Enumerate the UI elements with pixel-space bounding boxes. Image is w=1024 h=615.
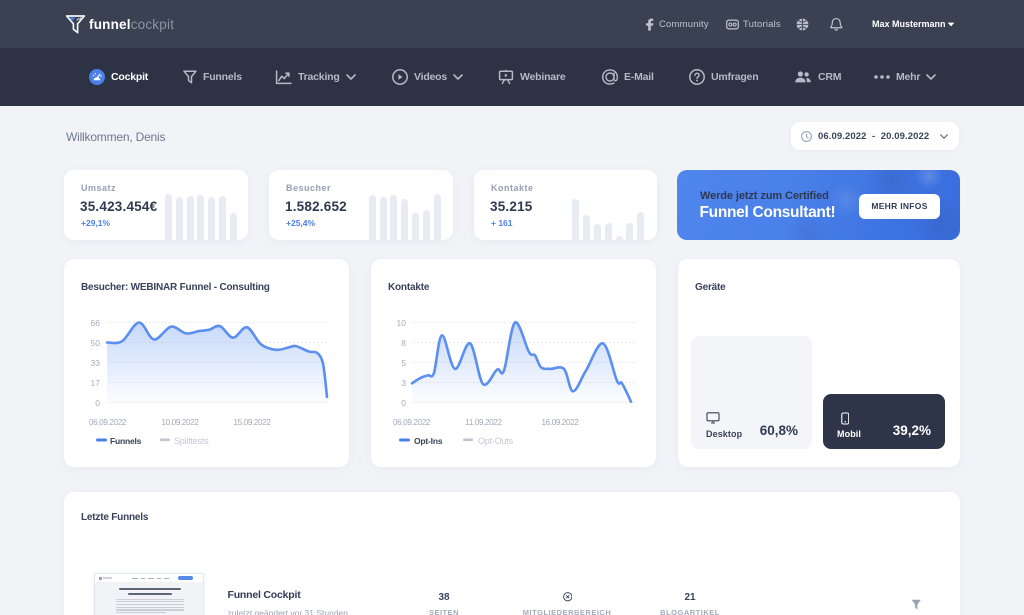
- svg-text:06.09.2022: 06.09.2022: [393, 418, 431, 427]
- svg-text:66: 66: [91, 318, 101, 328]
- svg-text:8: 8: [401, 338, 406, 348]
- svg-text:10: 10: [397, 318, 407, 328]
- svg-text:15.09.2022: 15.09.2022: [233, 418, 271, 427]
- svg-text:3: 3: [401, 378, 406, 388]
- svg-text:Funnels: Funnels: [110, 436, 142, 446]
- svg-text:0: 0: [95, 398, 100, 408]
- svg-text:16.09.2022: 16.09.2022: [541, 418, 579, 427]
- svg-text:0: 0: [401, 398, 406, 408]
- svg-text:5: 5: [401, 358, 406, 368]
- svg-text:Opt-Outs: Opt-Outs: [478, 436, 514, 446]
- svg-text:Opt-Ins: Opt-Ins: [414, 436, 443, 446]
- svg-text:10.09.2022: 10.09.2022: [161, 418, 199, 427]
- svg-text:06.09.2022: 06.09.2022: [89, 418, 127, 427]
- svg-text:50: 50: [91, 338, 101, 348]
- svg-text:11.09.2022: 11.09.2022: [465, 418, 502, 427]
- svg-text:33: 33: [91, 358, 101, 368]
- svg-text:17: 17: [91, 378, 101, 388]
- svg-text:Splittests: Splittests: [174, 436, 209, 446]
